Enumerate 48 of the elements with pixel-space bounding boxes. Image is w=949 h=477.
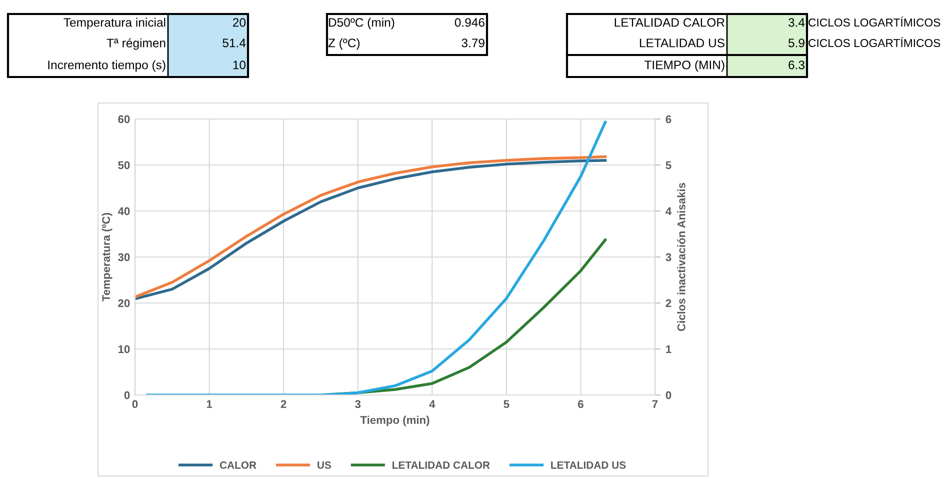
y-tick-label: 20 [118, 299, 130, 308]
text: TIEMPO (MIN) [644, 60, 724, 72]
y-tick-label: 50 [118, 161, 130, 170]
y2-tick-label: 2 [666, 299, 672, 308]
x-tick-label: 3 [355, 400, 361, 408]
text: 0.946 [454, 18, 484, 27]
y2-tick-label: 3 [666, 253, 672, 262]
x-tick-label: 6 [578, 400, 584, 408]
text: 10 [233, 60, 246, 70]
x-tick-label: 2 [280, 400, 286, 408]
y-tick-label: 60 [118, 115, 130, 124]
text: 5.9 [788, 38, 804, 48]
x-tick-label: 7 [652, 400, 658, 408]
x-tick-label: 4 [429, 400, 436, 408]
text: CICLOS LOGARTÍMICOS [808, 16, 940, 27]
y2-tick-label: 1 [666, 345, 672, 354]
y-axis-title: Temperatura (ºC) [102, 213, 112, 302]
x-tick-label: 5 [504, 400, 510, 408]
x-axis-title: Tiempo (min) [360, 416, 430, 426]
text: LETALIDAD CALOR [614, 18, 724, 27]
legend-label: LETALIDAD US [551, 461, 626, 469]
y-tick-label: 0 [124, 391, 130, 400]
y2-tick-label: 5 [666, 161, 672, 170]
text: D50ºC (min) [329, 18, 394, 30]
y2-axis-title: Ciclos inactivación Anisakis [677, 182, 686, 332]
y2-tick-label: 0 [666, 391, 672, 400]
x-tick-label: 0 [132, 400, 138, 408]
text: LETALIDAD US [640, 38, 724, 48]
y2-tick-label: 4 [666, 207, 672, 216]
text: Temperatura inicial [64, 18, 166, 30]
text: Incremento tiempo (s) [48, 60, 166, 72]
y2-tick-label: 6 [666, 115, 672, 124]
legend-label: US [318, 461, 332, 469]
text: 20 [233, 18, 246, 27]
y-tick-label: 10 [118, 345, 130, 354]
text: 51.4 [222, 38, 246, 48]
legend-label: LETALIDAD CALOR [392, 461, 490, 469]
text: 3.79 [462, 38, 484, 48]
text: Z (ºC) [328, 38, 360, 50]
x-tick-label: 1 [206, 400, 212, 408]
text: Tª régimen [106, 38, 166, 50]
text: 6.3 [788, 60, 804, 70]
y-tick-label: 30 [118, 253, 130, 262]
text: 3.4 [788, 18, 805, 27]
text: CICLOS LOGARTÍMICOS [808, 37, 940, 48]
legend-label: CALOR [220, 461, 256, 469]
y-tick-label: 40 [118, 207, 130, 216]
line-series [146, 120, 607, 395]
